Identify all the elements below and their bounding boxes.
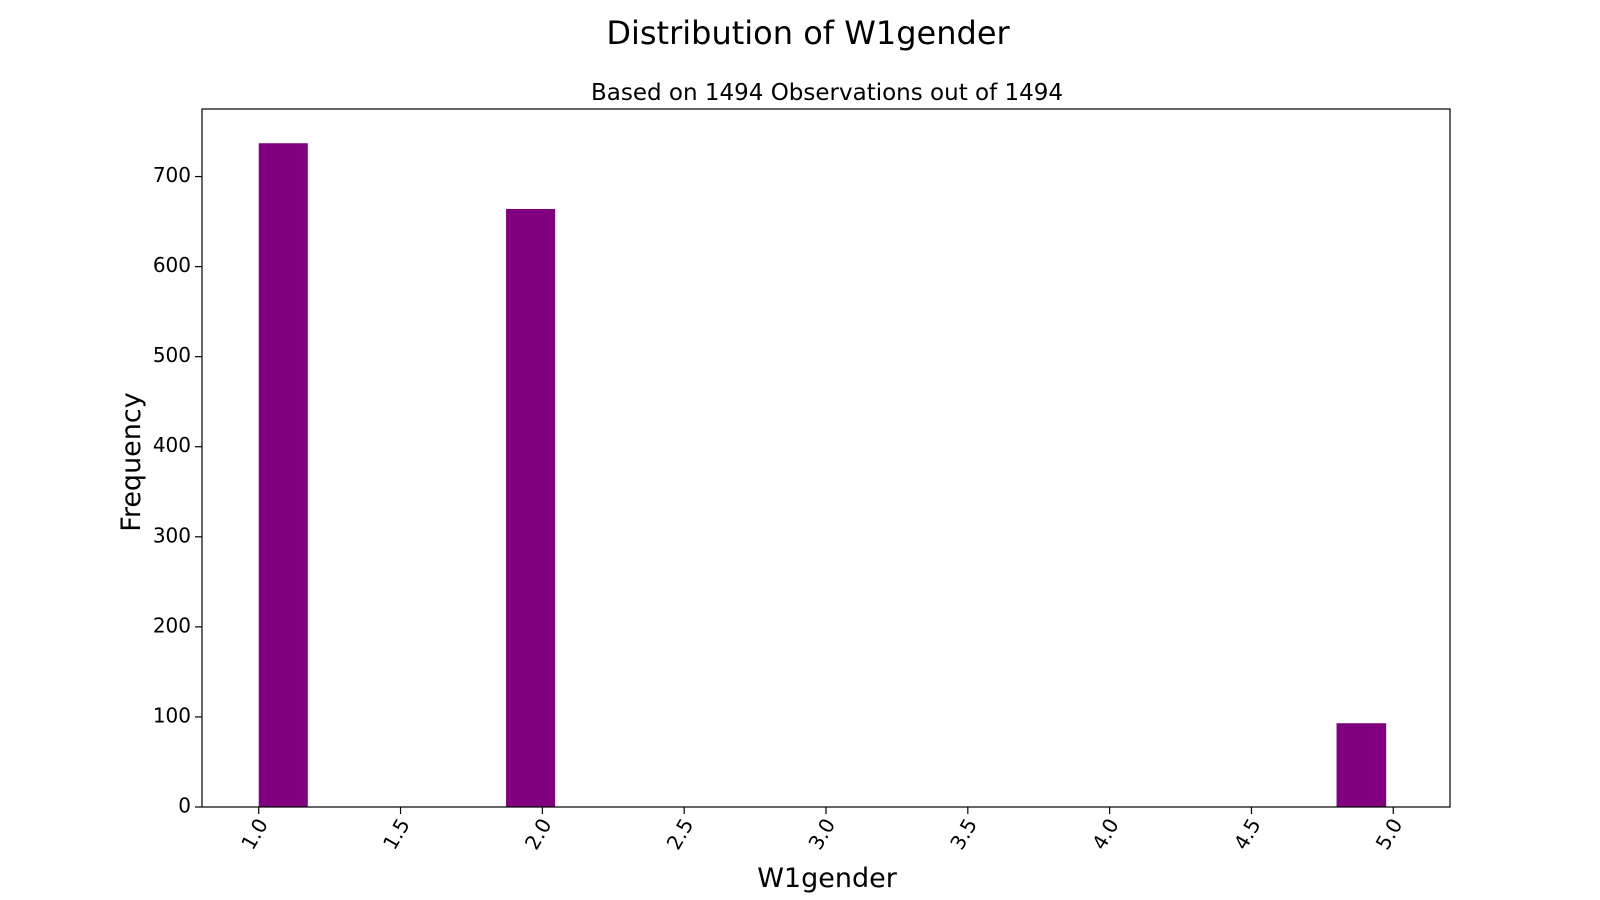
x-tick-label: 1.0 [236, 814, 273, 854]
y-tick-label: 0 [178, 794, 191, 818]
y-tick-label: 600 [153, 253, 191, 277]
x-axis-label: W1gender [757, 863, 897, 894]
x-tick-label: 3.0 [803, 814, 840, 854]
chart-title: Distribution of W1gender [606, 14, 1010, 52]
y-tick-label: 400 [153, 433, 191, 457]
x-tick-label: 4.5 [1229, 814, 1266, 854]
plot-area [201, 108, 1451, 808]
chart-subtitle: Based on 1494 Observations out of 1494 [591, 80, 1063, 106]
bar-1 [258, 143, 308, 808]
bar-3 [1336, 723, 1387, 807]
x-tick-label: 1.5 [378, 814, 415, 854]
x-tick-label: 4.0 [1087, 814, 1124, 854]
bars [258, 143, 1387, 808]
x-axis: 1.0 1.5 2.0 2.5 3.0 3.5 4.0 4.5 5.0 [236, 807, 1407, 854]
y-axis-label: Frequency [116, 392, 147, 532]
bar-2 [506, 208, 556, 807]
y-tick-label: 100 [153, 703, 191, 727]
y-tick-label: 700 [153, 163, 191, 187]
y-tick-label: 300 [153, 523, 191, 547]
x-tick-label: 2.0 [520, 814, 557, 854]
y-axis: 0 100 200 300 400 500 600 700 [153, 163, 202, 818]
x-tick-label: 3.5 [945, 814, 982, 854]
x-tick-label: 2.5 [662, 814, 699, 854]
x-tick-label: 5.0 [1371, 814, 1408, 854]
y-tick-label: 200 [153, 613, 191, 637]
y-tick-label: 500 [153, 343, 191, 367]
